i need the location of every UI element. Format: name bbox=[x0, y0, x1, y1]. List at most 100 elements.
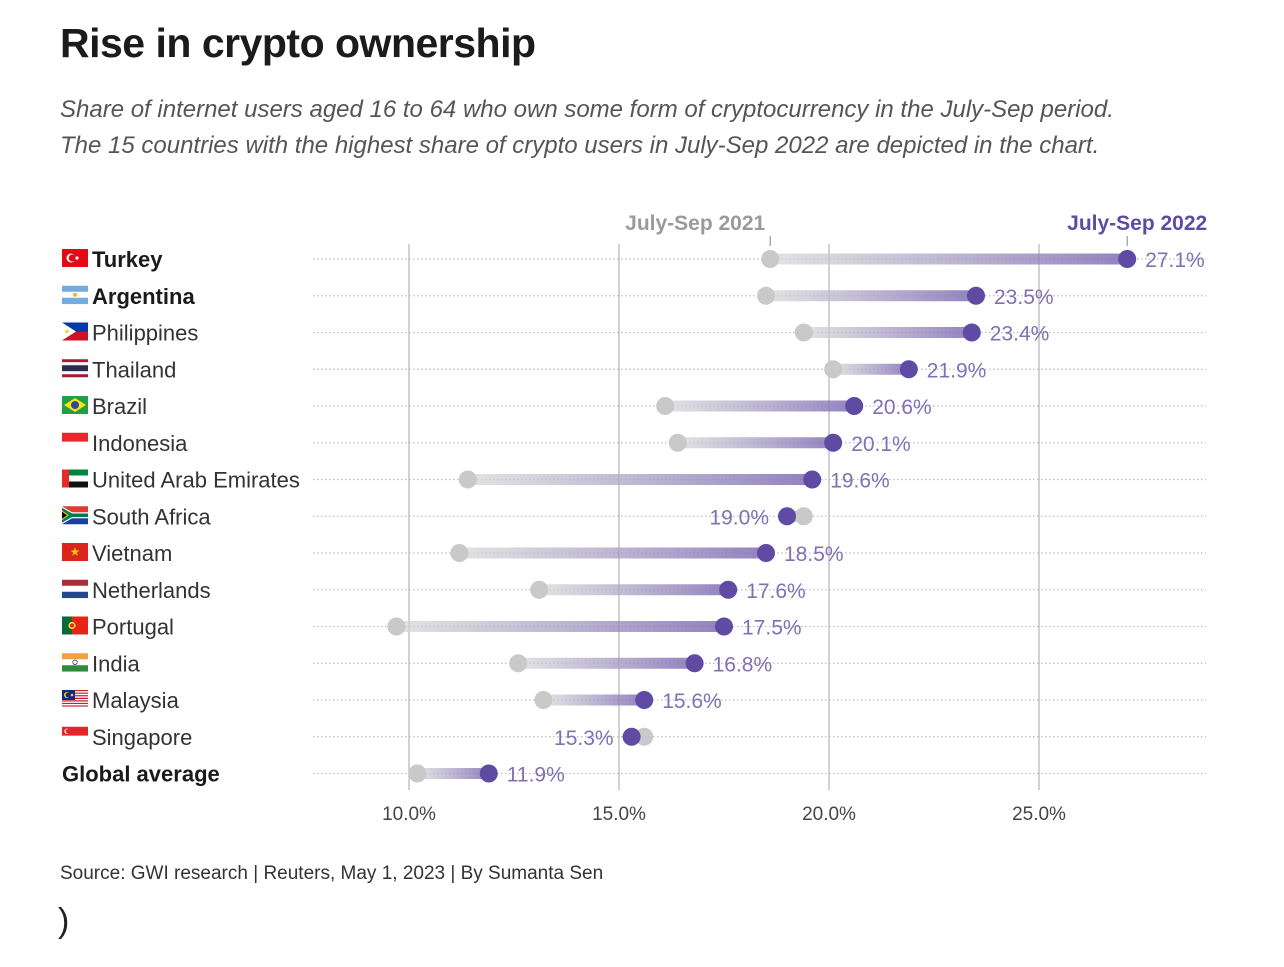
connector-bar bbox=[833, 363, 909, 375]
category-label: Global average bbox=[62, 762, 220, 787]
connector-bar bbox=[770, 253, 1128, 265]
x-axis-ticks: 10.0% 15.0% 20.0% 25.0% bbox=[382, 804, 1066, 825]
dot-2021 bbox=[387, 617, 406, 636]
dot-2022 bbox=[962, 323, 981, 342]
dot-2021 bbox=[458, 470, 477, 489]
chart-title: Rise in crypto ownership bbox=[60, 20, 536, 66]
netherlands-flag-icon bbox=[62, 579, 88, 599]
connector-bar bbox=[543, 694, 645, 706]
category-label: India bbox=[92, 651, 140, 676]
value-label: 11.9% bbox=[507, 764, 565, 787]
category-label: Indonesia bbox=[92, 431, 188, 456]
x-tick-label: 15.0% bbox=[592, 804, 646, 825]
dot-2022 bbox=[803, 470, 822, 489]
x-tick-label: 10.0% bbox=[382, 804, 436, 825]
value-label: 20.6% bbox=[872, 396, 932, 419]
dot-2021 bbox=[408, 764, 427, 783]
value-label: 19.0% bbox=[709, 506, 769, 529]
value-label: 17.5% bbox=[742, 617, 802, 640]
india-flag-icon bbox=[62, 653, 88, 672]
category-label: South Africa bbox=[92, 504, 211, 529]
trailing-character: ) bbox=[58, 902, 70, 940]
dot-2021 bbox=[794, 507, 813, 526]
dot-2021 bbox=[534, 691, 553, 709]
category-label: Philippines bbox=[92, 321, 198, 346]
dot-2021 bbox=[450, 544, 469, 562]
portugal-flag-icon bbox=[62, 616, 88, 635]
dot-2022 bbox=[622, 727, 641, 746]
turkey-flag-icon bbox=[62, 249, 88, 267]
dot-2021 bbox=[635, 727, 654, 746]
dot-2021 bbox=[656, 397, 675, 415]
argentina-flag-icon bbox=[62, 285, 88, 305]
connector-bar bbox=[467, 474, 813, 485]
category-labels: Turkey Argentina Philippines Thailand Brazil… bbox=[62, 247, 300, 787]
value-label: 27.1% bbox=[1145, 249, 1205, 272]
category-label: Vietnam bbox=[92, 541, 172, 566]
legend-2022: July-Sep 2022 bbox=[1067, 212, 1207, 235]
x-tick-label: 20.0% bbox=[802, 804, 856, 825]
value-label: 19.6% bbox=[830, 470, 890, 493]
brazil-flag-icon bbox=[62, 396, 88, 414]
dot-2022 bbox=[719, 580, 738, 599]
category-label: Brazil bbox=[92, 394, 147, 419]
thailand-flag-icon bbox=[62, 359, 88, 378]
dot-2021 bbox=[509, 654, 528, 673]
dot-2022 bbox=[685, 654, 704, 673]
series-headers: July-Sep 2021 July-Sep 2022 bbox=[625, 212, 1207, 246]
dot-2021 bbox=[794, 323, 813, 342]
connector-bars bbox=[396, 253, 1128, 779]
dot-2021 bbox=[761, 250, 780, 268]
value-label: 18.5% bbox=[784, 543, 844, 566]
connector-bar bbox=[518, 657, 695, 669]
category-label: United Arab Emirates bbox=[92, 468, 300, 493]
philippines-flag-icon bbox=[62, 322, 88, 341]
value-label: 23.5% bbox=[994, 286, 1054, 309]
category-label: Netherlands bbox=[92, 578, 211, 603]
x-tick-label: 25.0% bbox=[1012, 804, 1066, 825]
dot-2022 bbox=[899, 360, 918, 379]
singapore-flag-icon bbox=[62, 726, 88, 745]
value-label: 23.4% bbox=[990, 323, 1050, 346]
dot-2021 bbox=[824, 360, 843, 379]
dot-2022 bbox=[778, 507, 796, 526]
connector-bar bbox=[665, 400, 855, 412]
dot-2022 bbox=[757, 544, 775, 562]
category-label: Argentina bbox=[92, 284, 195, 309]
source-note: Source: GWI research | Reuters, May 1, 2… bbox=[60, 863, 604, 884]
indonesia-flag-icon bbox=[62, 432, 88, 451]
value-labels: 27.1% 23.5% 23.4%21.9% 20.6% 20.1% 19.6% 19.0%… bbox=[507, 249, 1205, 787]
connector-bar bbox=[396, 621, 724, 632]
dot-2022 bbox=[1118, 250, 1137, 268]
dot-2021 bbox=[668, 433, 687, 452]
connector-bar bbox=[539, 584, 729, 596]
connector-bar bbox=[766, 290, 976, 302]
category-label: Malaysia bbox=[92, 688, 180, 713]
value-label: 17.6% bbox=[746, 580, 806, 603]
south-africa-flag-icon bbox=[62, 506, 88, 525]
connector-bar bbox=[417, 768, 489, 779]
category-label: Turkey bbox=[92, 247, 163, 272]
dot-2022 bbox=[715, 617, 733, 636]
category-label: Portugal bbox=[92, 615, 174, 640]
dot-2021 bbox=[757, 286, 775, 305]
uae-flag-icon bbox=[62, 469, 88, 488]
dot-2022 bbox=[845, 397, 864, 415]
dot-2021 bbox=[530, 580, 549, 599]
data-points bbox=[387, 250, 1137, 783]
value-label: 21.9% bbox=[927, 359, 987, 382]
value-label: 15.6% bbox=[662, 690, 722, 713]
dot-2022 bbox=[824, 433, 843, 452]
dot-2022 bbox=[967, 286, 985, 305]
subtitle-line-1: Share of internet users aged 16 to 64 wh… bbox=[60, 96, 1114, 123]
dot-2022 bbox=[479, 764, 498, 783]
connector-bar bbox=[803, 327, 972, 338]
chart-subtitle: Share of internet users aged 16 to 64 wh… bbox=[60, 92, 1240, 164]
dot-2022 bbox=[635, 691, 654, 709]
category-label: Singapore bbox=[92, 725, 192, 750]
category-label: Thailand bbox=[92, 357, 176, 382]
vietnam-flag-icon bbox=[62, 543, 88, 561]
subtitle-line-2: The 15 countries with the highest share … bbox=[60, 132, 1100, 159]
value-label: 16.8% bbox=[713, 653, 773, 676]
